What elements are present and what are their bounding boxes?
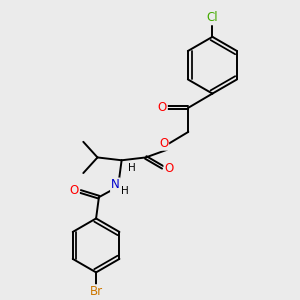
Text: O: O [158, 101, 167, 114]
Text: H: H [128, 163, 135, 173]
Text: O: O [164, 162, 174, 175]
Text: O: O [70, 184, 79, 196]
Text: Br: Br [89, 285, 103, 298]
Text: O: O [159, 137, 168, 150]
Text: Cl: Cl [207, 11, 218, 24]
Text: H: H [121, 186, 129, 196]
Text: N: N [111, 178, 120, 191]
